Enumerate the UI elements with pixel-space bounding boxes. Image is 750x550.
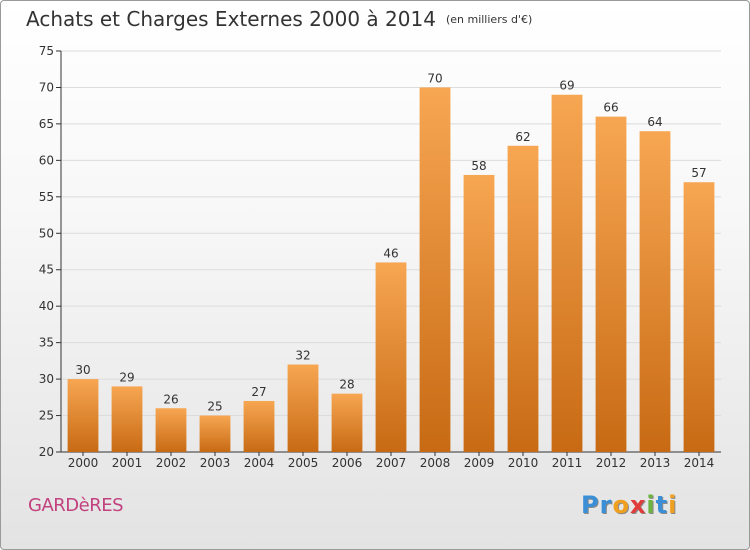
commune-name: GARDèRES bbox=[28, 495, 124, 516]
bar bbox=[419, 87, 451, 453]
x-tick-label: 2008 bbox=[420, 456, 451, 470]
logo-letter: x bbox=[629, 491, 647, 519]
bar-value-label: 69 bbox=[559, 79, 574, 93]
bar-value-label: 25 bbox=[207, 400, 222, 414]
y-tick-label: 70 bbox=[39, 80, 54, 94]
logo-letter: o bbox=[612, 491, 630, 519]
y-tick-label: 60 bbox=[39, 153, 54, 167]
title-unit: (en milliers d'€) bbox=[445, 13, 533, 26]
bar bbox=[595, 116, 627, 453]
y-tick-label: 30 bbox=[39, 372, 54, 386]
x-tick-label: 2007 bbox=[376, 456, 407, 470]
bar-value-label: 58 bbox=[471, 159, 486, 173]
x-tick-label: 2012 bbox=[596, 456, 627, 470]
bar bbox=[331, 393, 363, 452]
logo-letter: i bbox=[646, 491, 656, 519]
y-tick-label: 75 bbox=[39, 44, 54, 58]
bar-value-label: 29 bbox=[119, 370, 134, 384]
y-tick-label: 65 bbox=[39, 117, 54, 131]
y-tick-label: 20 bbox=[39, 445, 54, 459]
bar bbox=[463, 174, 495, 453]
bar-value-label: 64 bbox=[647, 115, 662, 129]
bar-value-label: 66 bbox=[603, 101, 618, 115]
bar bbox=[243, 400, 275, 452]
bar bbox=[67, 379, 99, 452]
y-tick-label: 25 bbox=[39, 409, 54, 423]
y-tick-label: 55 bbox=[39, 190, 54, 204]
y-tick-label: 40 bbox=[39, 299, 54, 313]
y-tick-label: 50 bbox=[39, 226, 54, 240]
x-tick-label: 2014 bbox=[684, 456, 715, 470]
y-tick-label: 35 bbox=[39, 336, 54, 350]
logo-letter: i bbox=[668, 491, 678, 519]
logo-letter: r bbox=[599, 491, 613, 519]
x-tick-label: 2004 bbox=[244, 456, 275, 470]
logo-letter: P bbox=[581, 491, 600, 519]
title-text: Achats et Charges Externes 2000 à 2014 bbox=[26, 7, 436, 31]
logo-letter: t bbox=[655, 491, 669, 519]
x-tick-label: 2013 bbox=[640, 456, 671, 470]
x-tick-label: 2006 bbox=[332, 456, 363, 470]
bar bbox=[287, 364, 319, 452]
bar bbox=[639, 131, 671, 452]
bar bbox=[111, 386, 143, 452]
x-tick-label: 2001 bbox=[112, 456, 143, 470]
bar-value-label: 28 bbox=[339, 378, 354, 392]
bar bbox=[683, 182, 715, 452]
bar-value-label: 46 bbox=[383, 246, 398, 260]
x-tick-label: 2011 bbox=[552, 456, 583, 470]
bar bbox=[155, 408, 187, 452]
proxiti-logo: Proxiti bbox=[581, 491, 677, 519]
bar-value-label: 62 bbox=[515, 130, 530, 144]
bar bbox=[375, 262, 407, 452]
bar bbox=[507, 145, 539, 453]
bar-value-label: 57 bbox=[691, 166, 706, 180]
y-tick-label: 45 bbox=[39, 263, 54, 277]
bar-value-label: 70 bbox=[427, 71, 442, 85]
x-tick-label: 2002 bbox=[156, 456, 187, 470]
bar-value-label: 27 bbox=[251, 385, 266, 399]
x-tick-label: 2000 bbox=[68, 456, 99, 470]
x-tick-label: 2009 bbox=[464, 456, 495, 470]
bar-value-label: 32 bbox=[295, 349, 310, 363]
x-tick-label: 2010 bbox=[508, 456, 539, 470]
bar-value-label: 30 bbox=[75, 363, 90, 377]
x-tick-label: 2005 bbox=[288, 456, 319, 470]
bar bbox=[199, 415, 231, 452]
bar-value-label: 26 bbox=[163, 392, 178, 406]
x-tick-label: 2003 bbox=[200, 456, 231, 470]
bar bbox=[551, 94, 583, 452]
chart-title: Achats et Charges Externes 2000 à 2014 (e… bbox=[26, 7, 532, 31]
